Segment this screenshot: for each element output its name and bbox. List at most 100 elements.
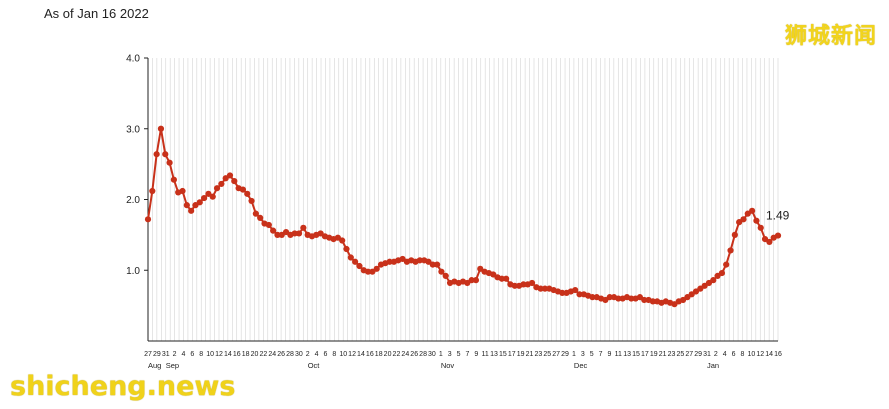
y-tick-label: 2.0 — [126, 195, 140, 206]
x-tick-label: 30 — [295, 351, 303, 358]
data-point — [200, 194, 208, 202]
x-tick-label: 18 — [242, 351, 250, 358]
data-point — [343, 245, 350, 253]
x-tick-label: 22 — [259, 351, 267, 358]
data-point — [183, 202, 190, 209]
data-point — [537, 285, 544, 292]
x-tick-label: 27 — [552, 351, 560, 358]
data-point — [718, 269, 726, 277]
data-point — [226, 172, 234, 179]
x-tick-label: 21 — [526, 351, 534, 358]
data-point — [373, 265, 380, 272]
data-point — [153, 151, 160, 158]
x-tick-label: 6 — [324, 351, 328, 358]
x-month-label: Dec — [574, 361, 588, 370]
x-tick-label: 23 — [535, 351, 543, 358]
x-tick-label: 28 — [419, 351, 427, 358]
x-tick-label: 24 — [268, 351, 276, 358]
x-tick-label: 16 — [774, 351, 782, 358]
x-tick-label: 8 — [741, 351, 745, 358]
x-tick-label: 22 — [393, 351, 401, 358]
data-point — [589, 294, 596, 301]
x-tick-label: 1 — [439, 351, 443, 358]
data-point — [291, 230, 298, 237]
data-point — [628, 295, 635, 302]
x-month-label: Jan — [707, 361, 719, 370]
x-tick-label: 10 — [339, 351, 347, 358]
data-point — [438, 268, 445, 275]
data-point — [511, 282, 518, 289]
x-tick-label: 20 — [251, 351, 259, 358]
y-axis: 1.0 2.0 3.0 4.0 — [126, 54, 149, 341]
data-point — [157, 125, 165, 132]
data-point — [572, 286, 579, 294]
x-tick-label: 17 — [641, 351, 649, 358]
data-point — [615, 295, 622, 302]
x-tick-label: 11 — [482, 351, 489, 358]
data-point — [274, 231, 281, 238]
x-tick-label: 12 — [756, 351, 764, 358]
x-tick-label: 3 — [448, 351, 452, 358]
x-tick-label: 16 — [366, 351, 374, 358]
x-axis: 27 29 31 2 4 6 8 10 12 14 16 18 20 22 24 26 28 30 2 4 6 8 10 12… — [144, 340, 782, 370]
x-tick-label: 4 — [723, 351, 727, 358]
x-tick-label: 25 — [543, 351, 551, 358]
data-point — [218, 180, 225, 188]
x-tick-label: 25 — [676, 351, 684, 358]
data-point — [295, 230, 303, 237]
data-point — [731, 231, 738, 238]
x-tick-label: 30 — [428, 351, 436, 358]
x-month-label: Sep — [166, 361, 179, 370]
data-point — [265, 221, 272, 229]
data-point — [162, 151, 169, 158]
x-tick-label: 14 — [357, 351, 365, 358]
data-point — [257, 214, 264, 221]
data-point — [723, 261, 730, 268]
x-tick-label: 31 — [703, 351, 711, 358]
data-point — [749, 207, 756, 214]
data-point — [541, 285, 549, 292]
x-tick-label: 27 — [685, 351, 693, 358]
data-point — [248, 197, 255, 205]
x-tick-label: 14 — [765, 351, 773, 358]
x-tick-label: 24 — [401, 351, 409, 358]
data-point — [757, 224, 764, 231]
data-point — [209, 193, 216, 200]
x-month-label: Oct — [308, 361, 321, 370]
data-point — [753, 217, 760, 224]
y-tick-label: 1.0 — [126, 266, 140, 277]
data-point — [339, 237, 346, 244]
x-tick-label: 6 — [190, 351, 194, 358]
x-tick-label: 4 — [315, 351, 319, 358]
x-tick-label: 19 — [650, 351, 658, 358]
x-tick-label: 10 — [206, 351, 214, 358]
data-point — [503, 275, 510, 282]
data-point — [416, 257, 423, 264]
x-tick-label: 7 — [599, 351, 603, 358]
as-of-date: As of Jan 16 2022 — [44, 6, 149, 21]
data-point — [170, 176, 177, 183]
x-tick-label: 8 — [332, 351, 336, 358]
data-point — [352, 258, 359, 265]
data-point — [710, 277, 717, 284]
data-point — [347, 254, 354, 261]
x-tick-label: 2 — [173, 351, 177, 358]
x-tick-label: 4 — [182, 351, 186, 358]
data-point — [442, 272, 449, 280]
x-tick-label: 11 — [615, 351, 622, 358]
data-point — [149, 187, 156, 195]
data-point — [559, 289, 566, 296]
x-tick-label: 6 — [732, 351, 736, 358]
data-point — [144, 216, 152, 223]
x-tick-label: 5 — [590, 351, 594, 358]
x-tick-label: 23 — [668, 351, 676, 358]
x-tick-label: 19 — [517, 351, 525, 358]
data-point — [196, 199, 203, 206]
data-point — [468, 277, 475, 284]
x-tick-label: 29 — [153, 351, 161, 358]
x-tick-label: 27 — [144, 351, 152, 358]
x-tick-label: 31 — [162, 351, 170, 358]
data-point — [213, 185, 221, 192]
end-value-label: 1.49 — [766, 209, 790, 223]
x-tick-label: 13 — [623, 351, 631, 358]
